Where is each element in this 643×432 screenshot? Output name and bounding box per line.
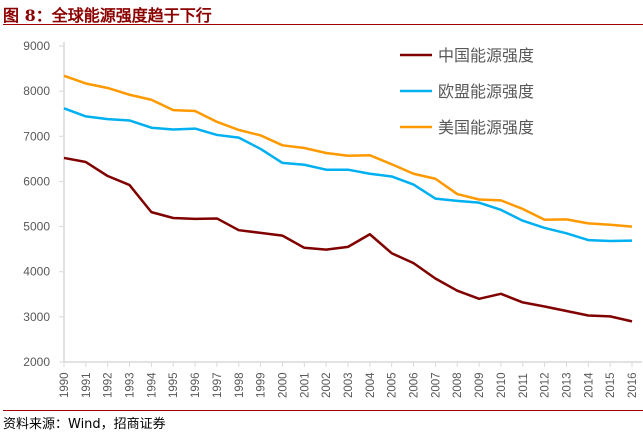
- x-tick-label: 1997: [212, 372, 224, 398]
- y-tick-label: 8000: [23, 84, 50, 98]
- x-tick-label: 2013: [561, 372, 573, 398]
- legend-label: 美国能源强度: [438, 118, 534, 137]
- y-tick-label: 3000: [23, 310, 50, 324]
- x-tick-label: 1990: [59, 372, 71, 398]
- title-divider: [3, 24, 643, 25]
- x-tick-label: 2009: [474, 372, 486, 398]
- x-tick-label: 2016: [627, 372, 639, 398]
- x-tick-label: 2011: [518, 373, 530, 398]
- series-line: [63, 74, 633, 228]
- y-tick-label: 5000: [23, 220, 50, 234]
- x-tick-label: 2012: [540, 372, 552, 398]
- x-tick-label: 1993: [125, 372, 137, 398]
- y-tick-label: 6000: [23, 174, 50, 188]
- source-note: 资料来源：Wind，招商证券: [3, 417, 166, 432]
- x-tick-label: 2010: [496, 372, 508, 398]
- legend-label: 欧盟能源强度: [438, 82, 534, 101]
- x-tick-label: 2006: [409, 372, 421, 398]
- x-tick-label: 1995: [168, 372, 180, 398]
- source-divider: [3, 410, 643, 411]
- x-tick-label: 1994: [146, 372, 158, 398]
- x-tick-label: 1992: [103, 372, 115, 398]
- y-tick-label: 7000: [23, 129, 50, 143]
- y-tick-label: 9000: [23, 39, 50, 53]
- x-tick-label: 2014: [583, 372, 595, 398]
- y-tick-label: 4000: [23, 265, 50, 279]
- x-tick-label: 2000: [277, 372, 289, 398]
- x-tick-label: 2005: [387, 372, 399, 398]
- figure-title: 图 8：全球能源强度趋于下行: [3, 6, 212, 25]
- x-tick-label: 2001: [299, 372, 311, 398]
- series-line: [63, 156, 633, 323]
- x-tick-label: 2003: [343, 372, 355, 398]
- x-tick-label: 1991: [81, 372, 93, 398]
- x-tick-label: 2007: [430, 372, 442, 398]
- series-line: [63, 107, 633, 243]
- legend-label: 中国能源强度: [438, 46, 534, 65]
- x-tick-label: 2015: [605, 372, 617, 398]
- x-tick-label: 2004: [365, 372, 377, 398]
- x-tick-label: 1998: [234, 372, 246, 398]
- x-tick-label: 2008: [452, 372, 464, 398]
- y-tick-label: 2000: [23, 355, 50, 369]
- x-tick-label: 2002: [321, 372, 333, 398]
- x-tick-label: 1999: [256, 372, 268, 398]
- x-tick-label: 1996: [190, 372, 202, 398]
